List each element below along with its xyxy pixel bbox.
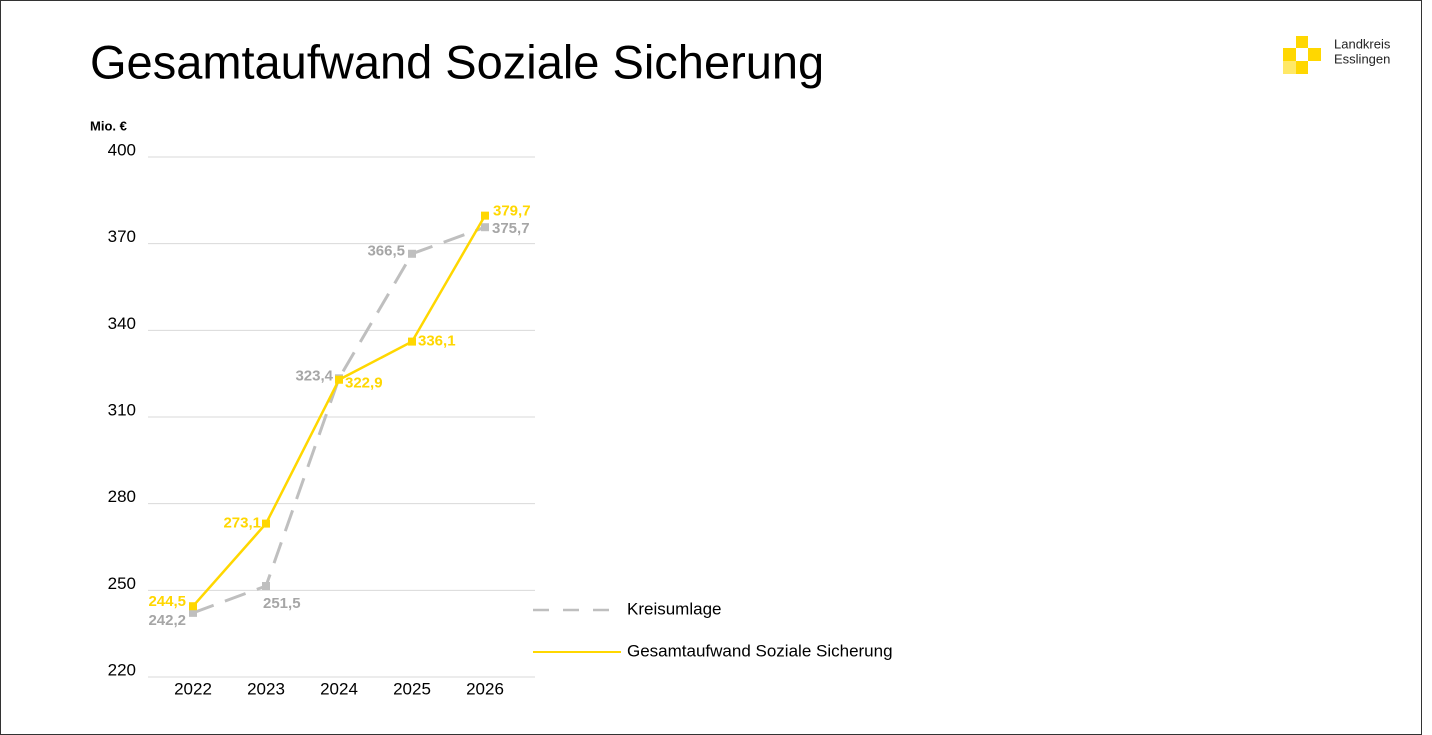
series-line [192,225,486,615]
data-label: 366,5 [367,243,405,260]
y-tick-label: 370 [108,227,136,246]
data-label: 322,9 [345,375,383,392]
slide-title: Gesamtaufwand Soziale Sicherung [90,35,824,88]
brand-name: Esslingen [1334,51,1390,66]
logo-square [1283,48,1296,61]
data-label: 323,4 [295,367,333,384]
y-tick-label: 310 [108,400,136,419]
x-tick-label: 2025 [393,679,431,698]
brand-name: Landkreis [1334,36,1391,51]
x-tick-label: 2026 [466,679,504,698]
logo-square [1296,61,1308,74]
data-point [262,519,270,528]
data-point [189,602,197,611]
x-tick-label: 2022 [174,679,212,698]
x-tick-label: 2023 [247,679,285,698]
logo-square [1308,48,1321,61]
data-label: 251,5 [263,595,301,612]
data-label: 336,1 [418,333,456,350]
legend-label: Kreisumlage [627,599,722,618]
data-label: 273,1 [223,515,261,532]
data-label: 244,5 [148,593,186,610]
data-label: 375,7 [492,220,530,237]
data-point [189,608,197,617]
legend-label: Gesamtaufwand Soziale Sicherung [627,641,893,660]
data-point [262,582,270,590]
logo-square [1283,61,1296,74]
data-point [408,337,416,346]
y-axis-label: Mio. € [90,118,127,133]
data-label: 379,7 [493,203,531,220]
data-point [481,211,489,220]
y-tick-label: 220 [108,660,136,679]
data-label: 242,2 [148,612,186,629]
y-tick-label: 280 [108,487,136,506]
y-tick-label: 250 [108,574,136,593]
brand-logo [1283,36,1321,74]
data-point [408,249,416,258]
data-point [335,375,343,384]
data-point [481,223,489,232]
y-tick-label: 340 [108,314,136,333]
x-tick-label: 2024 [320,679,358,698]
logo-square [1296,36,1308,48]
y-tick-label: 400 [108,140,136,159]
